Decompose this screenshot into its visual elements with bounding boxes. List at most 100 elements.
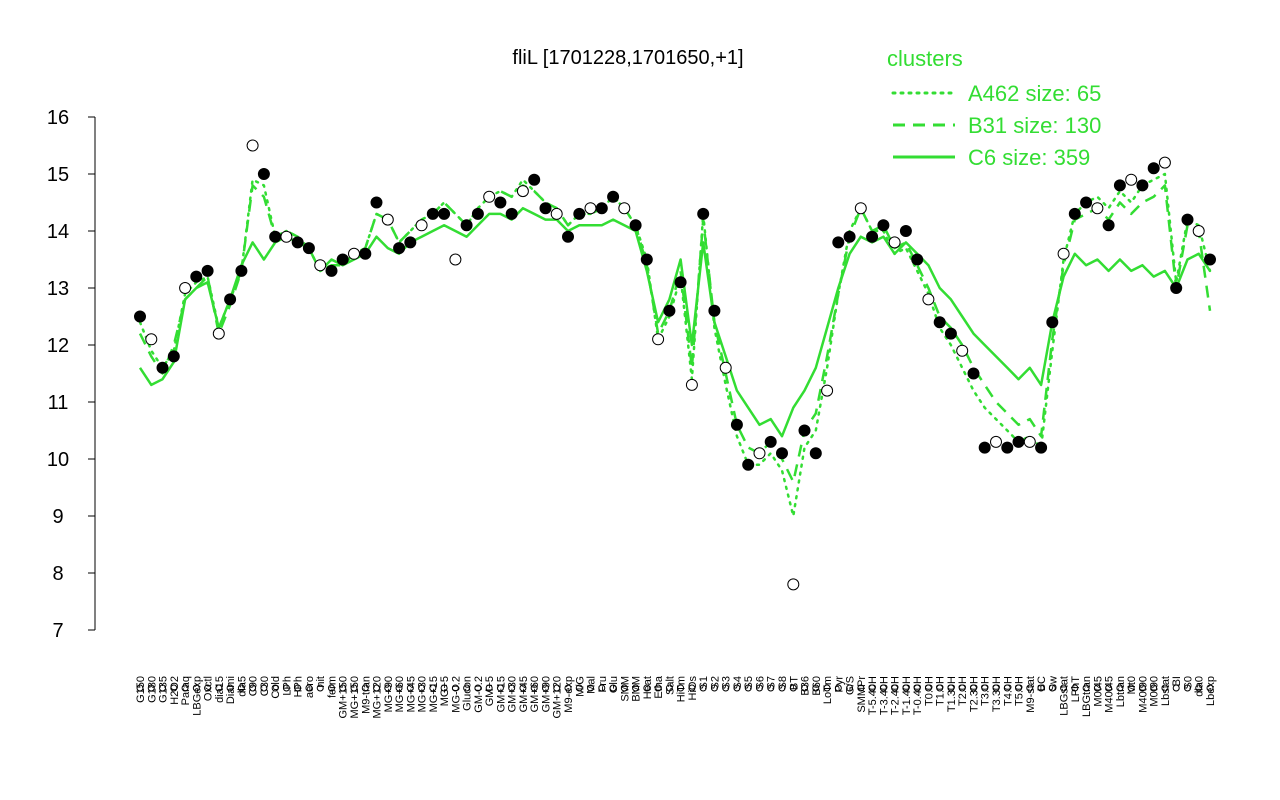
data-point	[438, 207, 451, 220]
data-point	[618, 202, 631, 215]
x-rug-mark	[654, 684, 662, 692]
x-tick-label: GM-0.2	[473, 676, 485, 713]
x-rug-mark	[136, 684, 144, 692]
x-tick-label: T-5.40H	[867, 676, 879, 715]
x-tick-label: C90	[248, 676, 260, 696]
data-point	[201, 264, 214, 277]
x-rug-mark	[316, 684, 324, 692]
x-tick-label: M9-exp	[563, 676, 575, 713]
y-tick-label: 13	[47, 278, 69, 300]
data-point	[652, 333, 665, 346]
x-tick-label: Pyr	[833, 676, 845, 693]
y-tick-label: 12	[47, 335, 69, 357]
x-tick-label: C30	[259, 676, 271, 696]
x-rug-mark	[710, 684, 718, 692]
data-point	[1068, 207, 1081, 220]
x-rug-mark	[1195, 684, 1203, 692]
x-rug-mark	[913, 684, 921, 692]
data-point	[922, 293, 935, 306]
x-tick-label: T-3.40H	[878, 676, 890, 715]
data-point	[674, 276, 687, 289]
data-point	[832, 236, 845, 249]
y-tick-label: 9	[52, 506, 63, 528]
x-tick-label: M40t45	[1104, 676, 1116, 713]
x-tick-label: GM+15	[495, 676, 507, 712]
x-rug-mark	[440, 684, 448, 692]
data-point	[809, 447, 822, 460]
x-tick-label: G180	[146, 676, 158, 703]
x-rug-mark	[181, 684, 189, 692]
x-tick-label: S5	[743, 676, 755, 689]
x-rug-mark	[755, 684, 763, 692]
x-tick-label: BC	[1036, 676, 1048, 691]
data-point	[539, 202, 552, 215]
x-tick-label: T4.0H	[1002, 676, 1014, 706]
x-rug-mark	[350, 684, 358, 692]
data-point	[1035, 441, 1048, 454]
x-rug-mark	[891, 684, 899, 692]
data-point	[798, 424, 811, 437]
y-axis: 7 8 9 10 11 12 13 14 15 16	[47, 107, 96, 642]
x-rug-mark	[373, 684, 381, 692]
x-tick-label: Salt	[664, 676, 676, 695]
x-rug-mark	[305, 684, 313, 692]
x-rug-mark	[1048, 684, 1056, 692]
data-point	[978, 441, 991, 454]
x-tick-label: T-1.40H	[901, 676, 913, 715]
data-point	[190, 270, 203, 283]
x-tick-label: Paraq	[180, 676, 192, 705]
data-point	[1147, 162, 1160, 175]
x-tick-label: Lbexp	[1205, 676, 1217, 706]
y-tick-label: 15	[47, 164, 69, 186]
x-tick-label: LBGexp	[191, 676, 203, 716]
x-tick-label: M0t90	[1149, 676, 1161, 707]
data-point	[888, 236, 901, 249]
x-tick-label: S2	[709, 676, 721, 689]
x-rug-mark	[744, 684, 752, 692]
x-tick-label: Etha	[653, 675, 665, 699]
data-point	[246, 139, 259, 152]
x-tick-label: G/S	[845, 676, 857, 695]
data-point	[1125, 173, 1138, 186]
x-rug-mark	[1026, 684, 1034, 692]
x-tick-label: LBGstat	[1059, 676, 1071, 716]
data-point	[426, 207, 439, 220]
data-point	[179, 282, 192, 294]
x-tick-label: M0t45	[1092, 676, 1104, 707]
x-tick-label: S3	[721, 676, 733, 689]
x-tick-label: HiOs	[687, 676, 699, 701]
x-rug-mark	[147, 684, 155, 692]
data-point	[595, 202, 608, 215]
x-tick-label: Lbtran	[1115, 676, 1127, 707]
x-tick-label: Glucon	[462, 676, 474, 711]
x-rug-mark	[564, 684, 572, 692]
x-tick-label: G150	[135, 676, 147, 703]
x-rug-mark	[1116, 684, 1124, 692]
x-rug-mark	[969, 684, 977, 692]
x-rug-mark	[936, 684, 944, 692]
x-tick-label: nit	[315, 676, 327, 688]
x-rug-mark	[924, 684, 932, 692]
data-point	[370, 196, 383, 209]
x-rug-mark	[1003, 684, 1011, 692]
data-point	[967, 367, 980, 380]
data-point	[1091, 202, 1104, 215]
data-point	[1102, 219, 1115, 232]
chart-title: fliL [1701228,1701650,+1]	[512, 47, 743, 69]
x-tick-label: GM+120	[552, 676, 564, 719]
x-tick-label: S8	[777, 676, 789, 689]
x-rug-mark	[812, 684, 820, 692]
x-rug-mark	[688, 684, 696, 692]
x-tick-label: MG+30	[417, 676, 429, 712]
data-point	[404, 236, 417, 249]
data-point	[359, 247, 372, 260]
data-point	[1046, 316, 1059, 329]
data-point	[516, 185, 529, 198]
x-tick-label: dia15	[214, 676, 226, 703]
data-point	[302, 242, 315, 255]
legend: clusters A462 size: 65 B31 size: 130 C6 si…	[887, 46, 1101, 170]
x-rug-mark	[958, 684, 966, 692]
x-tick-label: T-0.40H	[912, 676, 924, 715]
x-rug-mark	[801, 684, 809, 692]
x-tick-label: Cold	[270, 676, 282, 699]
